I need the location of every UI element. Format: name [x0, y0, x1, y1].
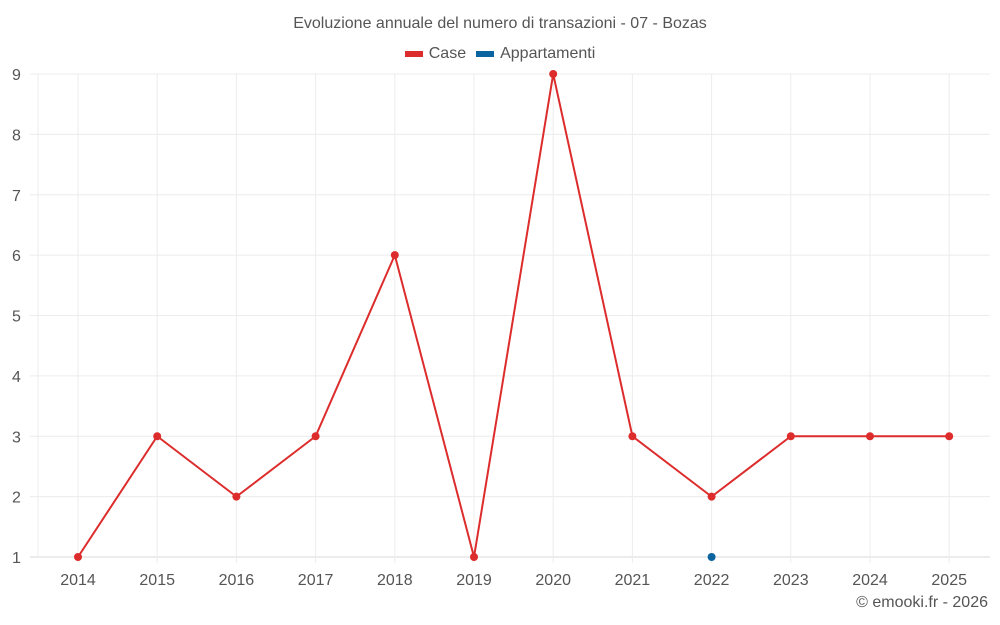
- legend-label-case: Case: [428, 45, 467, 62]
- x-tick-label: 2017: [298, 572, 334, 589]
- copyright-credit: © emooki.fr - 2026: [856, 594, 988, 611]
- x-tick-label: 2015: [139, 572, 175, 589]
- x-tick-label: 2023: [773, 572, 809, 589]
- x-tick-label: 2019: [456, 572, 492, 589]
- data-point-case[interactable]: [786, 432, 795, 441]
- legend-swatch-case: [404, 51, 423, 57]
- grid-lines: [30, 73, 990, 563]
- legend-label-appartamenti: Appartamenti: [500, 45, 596, 62]
- y-tick-label: 3: [12, 429, 21, 446]
- data-point-appartamenti[interactable]: [707, 553, 716, 561]
- data-point-case[interactable]: [232, 492, 241, 501]
- data-point-case[interactable]: [390, 251, 399, 260]
- data-point-case[interactable]: [866, 432, 874, 441]
- y-tick-label: 4: [12, 369, 21, 386]
- x-tick-label: 2021: [615, 572, 651, 589]
- data-point-case[interactable]: [311, 432, 320, 441]
- y-tick-label: 7: [12, 188, 21, 205]
- x-tick-label: 2014: [60, 572, 96, 589]
- axes: 1 2 3 4 5 6 7 8 9 2014 2015 2016 2017 2018 2019 2020 202…: [12, 67, 967, 589]
- chart-title: Evoluzione annuale del numero di transaz…: [293, 15, 707, 32]
- chart-legend: Case Appartamenti: [0, 45, 1000, 63]
- y-tick-label: 2: [12, 490, 21, 507]
- data-point-case[interactable]: [549, 70, 558, 78]
- y-tick-label: 6: [12, 248, 21, 265]
- data-point-case[interactable]: [707, 492, 716, 501]
- y-tick-label: 8: [12, 127, 21, 144]
- legend-item-case[interactable]: Case: [404, 45, 467, 63]
- data-point-case[interactable]: [628, 432, 637, 441]
- x-tick-label: 2024: [852, 572, 888, 589]
- data-point-case[interactable]: [74, 553, 82, 561]
- x-tick-label: 2025: [931, 572, 967, 589]
- data-series: [74, 70, 954, 561]
- x-tick-label: 2018: [377, 572, 413, 589]
- data-point-case[interactable]: [470, 553, 478, 561]
- legend-item-appartamenti[interactable]: Appartamenti: [476, 45, 595, 63]
- legend-swatch-appartamenti: [476, 51, 495, 57]
- x-tick-label: 2020: [535, 572, 571, 589]
- series-line-case: [77, 73, 950, 558]
- x-tick-label: 2022: [694, 572, 730, 589]
- y-tick-label: 1: [12, 550, 21, 567]
- x-tick-label: 2016: [219, 572, 255, 589]
- y-tick-label: 5: [12, 309, 21, 326]
- data-point-case[interactable]: [153, 432, 162, 441]
- y-tick-label: 9: [12, 67, 21, 84]
- data-point-case[interactable]: [945, 432, 954, 441]
